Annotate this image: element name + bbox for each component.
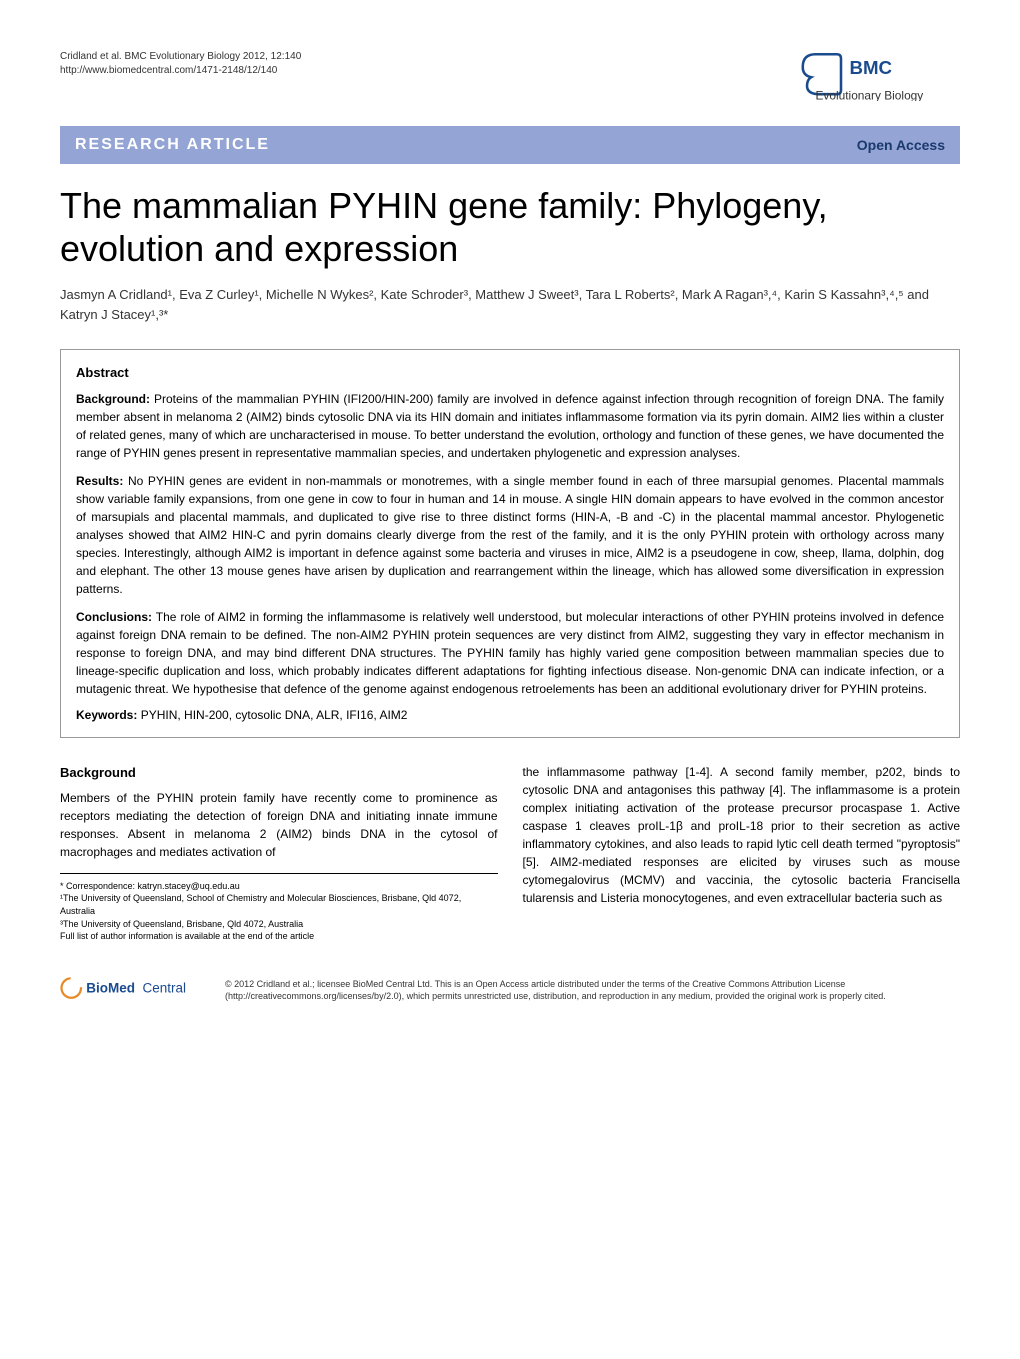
abstract-conclusions: Conclusions: The role of AIM2 in forming…	[76, 608, 944, 698]
abstract-heading: Abstract	[76, 365, 944, 380]
citation-text: Cridland et al. BMC Evolutionary Biology…	[60, 50, 301, 64]
keywords-text: PYHIN, HIN-200, cytosolic DNA, ALR, IFI1…	[137, 708, 407, 722]
abstract-results: Results: No PYHIN genes are evident in n…	[76, 472, 944, 598]
logo-bmc-text: BMC	[850, 57, 893, 78]
biomed-central-logo: BioMed Central	[60, 973, 210, 1008]
keywords-label: Keywords:	[76, 708, 137, 722]
body-para-1: Members of the PYHIN protein family have…	[60, 789, 498, 861]
page-footer: BioMed Central © 2012 Cridland et al.; l…	[60, 963, 960, 1008]
footnote-affil1: ¹The University of Queensland, School of…	[60, 892, 498, 917]
logo-journal-text: Evolutionary Biology	[816, 88, 924, 101]
abstract-results-text: No PYHIN genes are evident in non-mammal…	[76, 474, 944, 596]
body-para-2: the inflammasome pathway [1-4]. A second…	[523, 763, 961, 907]
background-heading: Background	[60, 763, 498, 783]
svg-text:BioMed: BioMed	[86, 980, 135, 995]
page-header: Cridland et al. BMC Evolutionary Biology…	[60, 50, 960, 106]
biomed-logo-icon: BioMed Central	[60, 973, 210, 1003]
license-text: © 2012 Cridland et al.; licensee BioMed …	[225, 978, 960, 1003]
abstract-keywords: Keywords: PYHIN, HIN-200, cytosolic DNA,…	[76, 708, 944, 722]
column-right: the inflammasome pathway [1-4]. A second…	[523, 763, 961, 942]
abstract-conclusions-text: The role of AIM2 in forming the inflamma…	[76, 610, 944, 696]
article-type-bar: RESEARCH ARTICLE Open Access	[60, 126, 960, 164]
footnote-fulllist: Full list of author information is avail…	[60, 930, 498, 943]
column-left: Background Members of the PYHIN protein …	[60, 763, 498, 942]
bmc-logo-icon: BMC Evolutionary Biology	[790, 50, 960, 101]
open-access-label: Open Access	[857, 137, 945, 153]
citation-url: http://www.biomedcentral.com/1471-2148/1…	[60, 64, 301, 78]
body-columns: Background Members of the PYHIN protein …	[60, 763, 960, 942]
citation-block: Cridland et al. BMC Evolutionary Biology…	[60, 50, 301, 78]
abstract-background-label: Background:	[76, 392, 150, 406]
abstract-background-text: Proteins of the mammalian PYHIN (IFI200/…	[76, 392, 944, 460]
abstract-box: Abstract Background: Proteins of the mam…	[60, 349, 960, 738]
footnote-correspondence: * Correspondence: katryn.stacey@uq.edu.a…	[60, 880, 498, 893]
article-type-label: RESEARCH ARTICLE	[75, 136, 270, 154]
journal-logo: BMC Evolutionary Biology	[790, 50, 960, 106]
abstract-conclusions-label: Conclusions:	[76, 610, 152, 624]
svg-text:Central: Central	[143, 980, 187, 995]
abstract-results-label: Results:	[76, 474, 123, 488]
footnote-affil3: ³The University of Queensland, Brisbane,…	[60, 918, 498, 931]
footnotes: * Correspondence: katryn.stacey@uq.edu.a…	[60, 873, 498, 943]
article-title: The mammalian PYHIN gene family: Phyloge…	[60, 184, 960, 270]
abstract-background: Background: Proteins of the mammalian PY…	[76, 390, 944, 462]
author-list: Jasmyn A Cridland¹, Eva Z Curley¹, Miche…	[60, 285, 960, 324]
